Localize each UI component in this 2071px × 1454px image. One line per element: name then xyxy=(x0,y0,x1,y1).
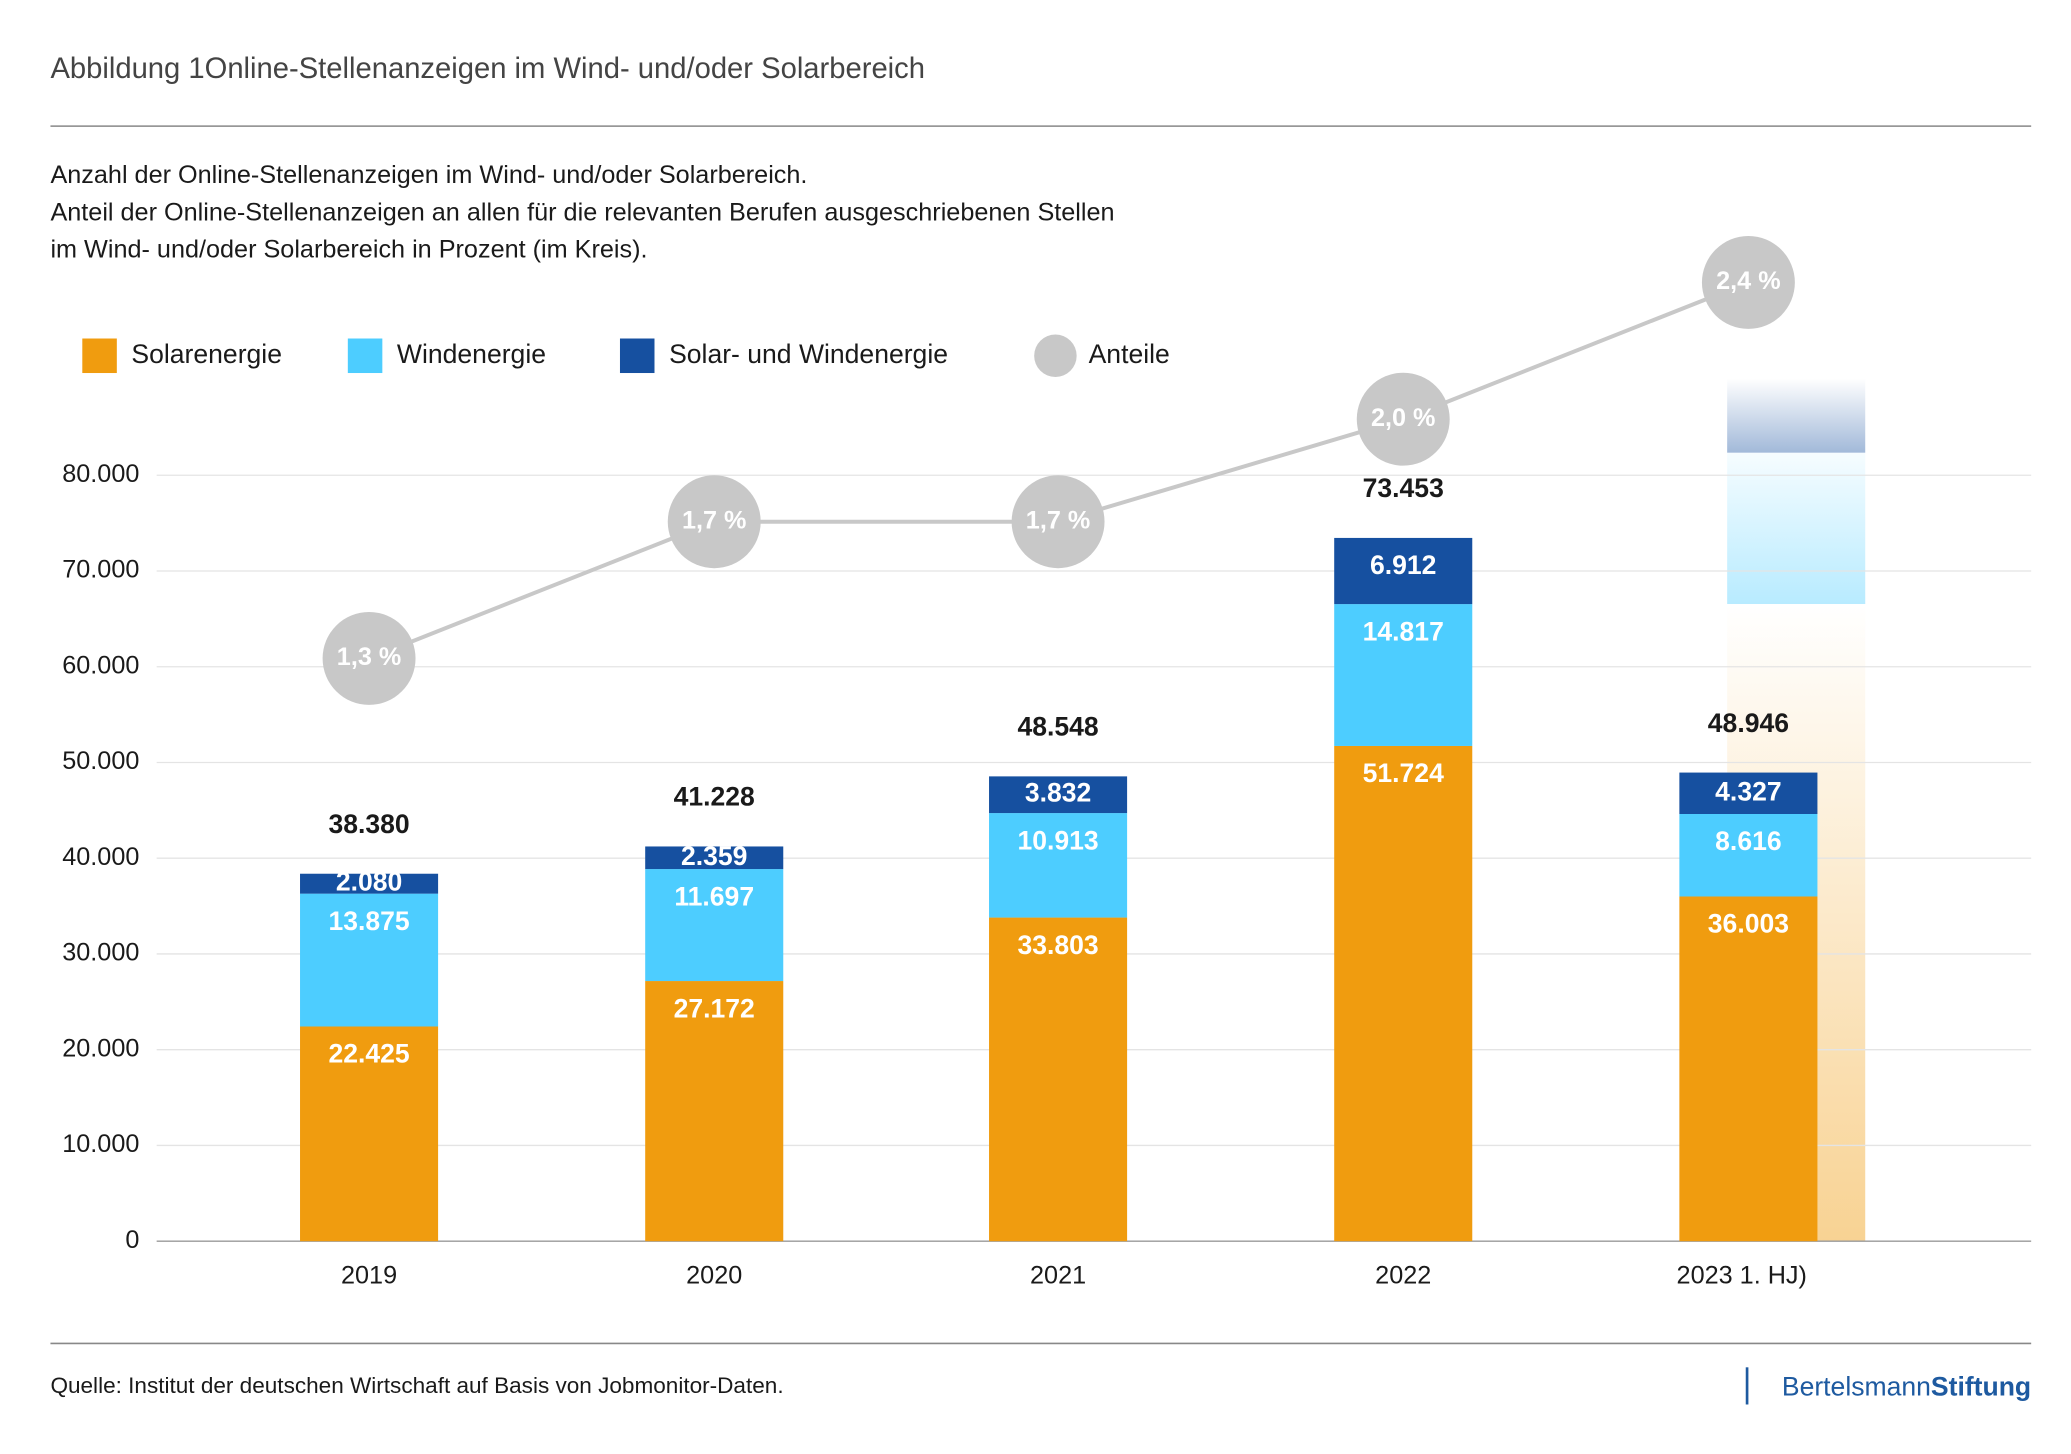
share-label: 2,0 % xyxy=(1371,404,1436,432)
legend-swatch xyxy=(347,338,383,374)
y-tick-label: 10.000 xyxy=(62,1130,139,1158)
bar-segment xyxy=(645,846,784,870)
data-label: 10.913 xyxy=(1017,825,1098,855)
x-tick-label: 2020 xyxy=(686,1262,742,1290)
y-tick-label: 80.000 xyxy=(62,460,139,488)
bar-segment xyxy=(1679,772,1818,814)
bar-segment xyxy=(645,869,784,982)
y-tick-label: 70.000 xyxy=(62,556,139,584)
bar-segment xyxy=(300,893,439,1027)
y-tick-label: 30.000 xyxy=(62,939,139,967)
bar-segment xyxy=(989,776,1128,814)
legend-swatch xyxy=(82,338,117,374)
bar-segment xyxy=(989,917,1128,1242)
logo-part: Bertelsmann xyxy=(1782,1372,1931,1402)
logo: BertelsmannStiftung xyxy=(1782,1372,2031,1402)
bar-segment xyxy=(1334,604,1473,746)
total-label: 48.946 xyxy=(1708,708,1789,738)
source: Quelle: Institut der deutschen Wirtschaf… xyxy=(50,1373,783,1398)
logo-part: Stiftung xyxy=(1931,1372,2031,1402)
total-label: 38.380 xyxy=(328,809,409,839)
share-label: 1,7 % xyxy=(682,506,747,534)
share-marker xyxy=(667,475,761,569)
x-tick-label: 2021 xyxy=(1030,1262,1086,1290)
bar-segment xyxy=(989,813,1128,918)
subtitle: im Wind- und/oder Solarbereich in Prozen… xyxy=(50,236,647,264)
legend-label: Solarenergie xyxy=(131,339,282,369)
data-label: 6.912 xyxy=(1370,550,1436,580)
y-tick-label: 40.000 xyxy=(62,843,139,871)
legend-label: Windenergie xyxy=(397,339,546,369)
total-label: 41.228 xyxy=(674,782,755,812)
data-label: 8.616 xyxy=(1715,826,1781,856)
x-tick-label: 2019 xyxy=(341,1262,397,1290)
data-label: 2.080 xyxy=(336,867,402,897)
legend-swatch xyxy=(1034,334,1077,378)
share-label: 1,3 % xyxy=(337,643,402,671)
bar-segment xyxy=(300,1026,439,1242)
bar-segment xyxy=(1679,896,1818,1242)
bar-segment xyxy=(300,873,439,894)
projection-segment xyxy=(1727,452,1866,605)
y-tick-label: 60.000 xyxy=(62,651,139,679)
bar-segment xyxy=(1334,745,1473,1242)
data-label: 33.803 xyxy=(1017,930,1098,960)
y-tick-label: 50.000 xyxy=(62,747,139,775)
legend-swatch xyxy=(619,338,655,374)
data-label: 13.875 xyxy=(328,906,409,936)
total-label: 48.548 xyxy=(1017,712,1098,742)
chart-title: Abbildung 1Online-Stellenanzeigen im Win… xyxy=(50,53,925,85)
data-label: 11.697 xyxy=(674,881,754,911)
data-label: 2.359 xyxy=(681,841,747,871)
data-label: 36.003 xyxy=(1708,909,1789,939)
subtitle: Anteil der Online-Stellenanzeigen an all… xyxy=(50,198,1114,226)
bar-segment xyxy=(645,981,784,1242)
bar-segment xyxy=(1679,813,1818,897)
data-label: 4.327 xyxy=(1715,776,1781,806)
y-tick-label: 0 xyxy=(125,1226,139,1254)
share-marker xyxy=(1011,475,1105,569)
data-label: 3.832 xyxy=(1025,778,1091,808)
y-tick-label: 20.000 xyxy=(62,1034,139,1062)
legend-label: Solar- und Windenergie xyxy=(669,339,948,369)
share-marker xyxy=(322,611,416,705)
data-label: 22.425 xyxy=(328,1039,409,1069)
subtitle: Anzahl der Online-Stellenanzeigen im Win… xyxy=(50,161,807,189)
share-label: 2,4 % xyxy=(1716,267,1781,295)
total-label: 73.453 xyxy=(1363,473,1444,503)
data-label: 27.172 xyxy=(674,993,755,1023)
share-label: 1,7 % xyxy=(1026,506,1091,534)
legend-label: Anteile xyxy=(1089,339,1170,369)
projection-segment xyxy=(1727,378,1866,453)
share-marker xyxy=(1356,372,1450,466)
share-marker xyxy=(1701,236,1795,329)
data-label: 51.724 xyxy=(1363,758,1444,788)
x-tick-label: 2023 1. HJ) xyxy=(1677,1262,1807,1290)
x-tick-label: 2022 xyxy=(1375,1262,1431,1290)
data-label: 14.817 xyxy=(1363,616,1444,646)
bar-segment xyxy=(1334,537,1473,605)
